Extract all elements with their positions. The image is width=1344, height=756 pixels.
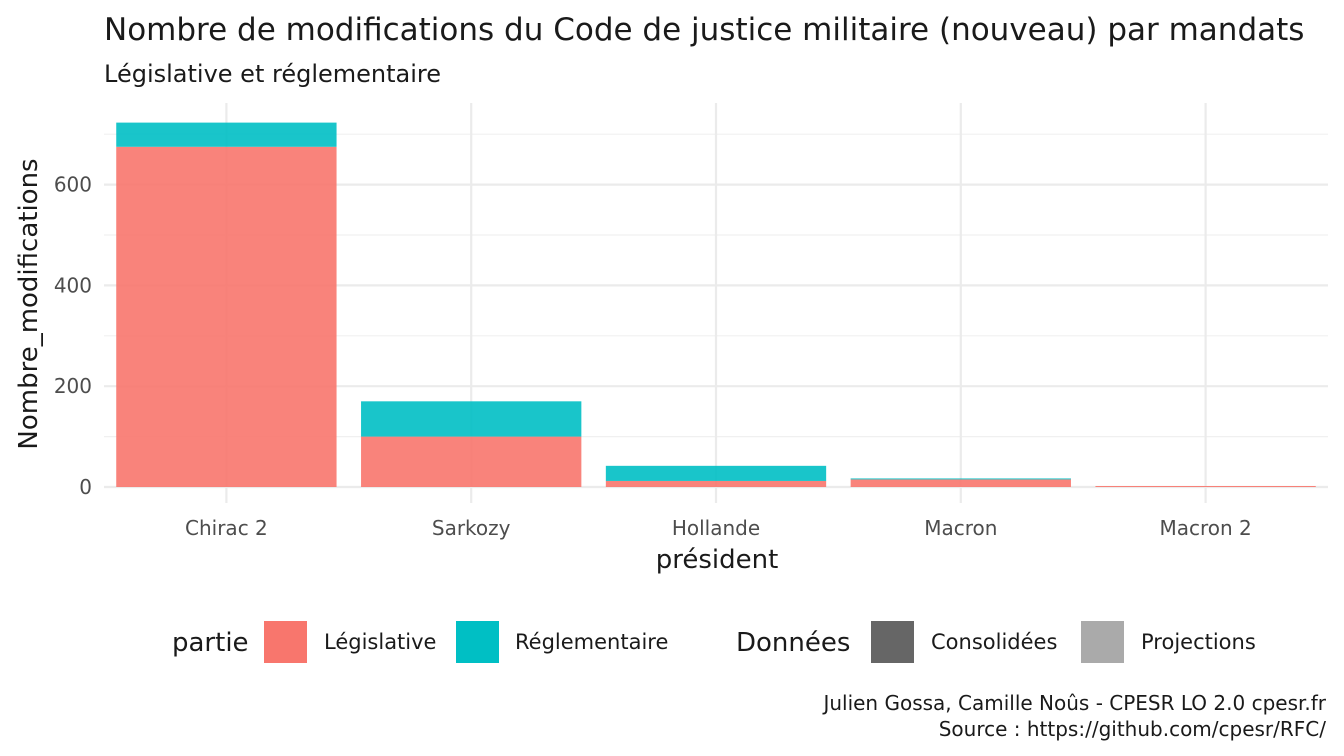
x-tick-label: Chirac 2	[185, 516, 268, 540]
bar-segment	[116, 146, 337, 488]
legend-title: Données	[736, 628, 850, 658]
bar-segment	[1095, 485, 1316, 487]
chart-subtitle: Législative et réglementaire	[104, 60, 441, 88]
legend-key	[1081, 621, 1124, 663]
x-axis-title: président	[656, 545, 779, 575]
y-tick-label: 600	[54, 173, 92, 197]
legend-label: Consolidées	[931, 630, 1057, 654]
caption-line: Julien Gossa, Camille Noûs - CPESR LO 2.…	[821, 691, 1326, 715]
x-tick-label: Sarkozy	[432, 516, 511, 540]
bar-segment	[605, 480, 827, 487]
bar-segment	[116, 122, 337, 147]
x-axis: Chirac 2 Sarkozy Hollande Macron Macron 2	[185, 516, 1252, 540]
y-tick-label: 200	[54, 374, 92, 398]
caption: Julien Gossa, Camille Noûs - CPESR LO 2.…	[821, 691, 1326, 741]
legend-label: Réglementaire	[515, 630, 668, 654]
legend-key	[871, 621, 914, 663]
bar-segment	[361, 401, 582, 437]
bar-segment	[361, 436, 582, 487]
bar-segment	[850, 479, 1071, 487]
legend-label: Législative	[324, 630, 436, 654]
x-tick-label: Macron	[924, 516, 997, 540]
x-tick-label: Hollande	[672, 516, 760, 540]
y-tick-label: 400	[54, 273, 92, 297]
y-axis: 0 200 400 600	[54, 173, 92, 499]
legend: partie Législative Réglementaire Données Con…	[172, 621, 1256, 663]
legend-key	[456, 621, 499, 663]
chart-title: Nombre de modifications du Code de justi…	[104, 12, 1304, 48]
bar-segment	[850, 478, 1071, 480]
bars	[116, 122, 1316, 488]
legend-title: partie	[172, 628, 249, 658]
legend-label: Projections	[1141, 630, 1256, 654]
bar-segment	[605, 465, 827, 481]
x-tick-label: Macron 2	[1159, 516, 1251, 540]
y-tick-label: 0	[79, 475, 92, 499]
caption-line: Source : https://github.com/cpesr/RFC/	[939, 717, 1327, 741]
y-axis-title: Nombre_modifications	[14, 158, 44, 449]
legend-key	[264, 621, 307, 663]
